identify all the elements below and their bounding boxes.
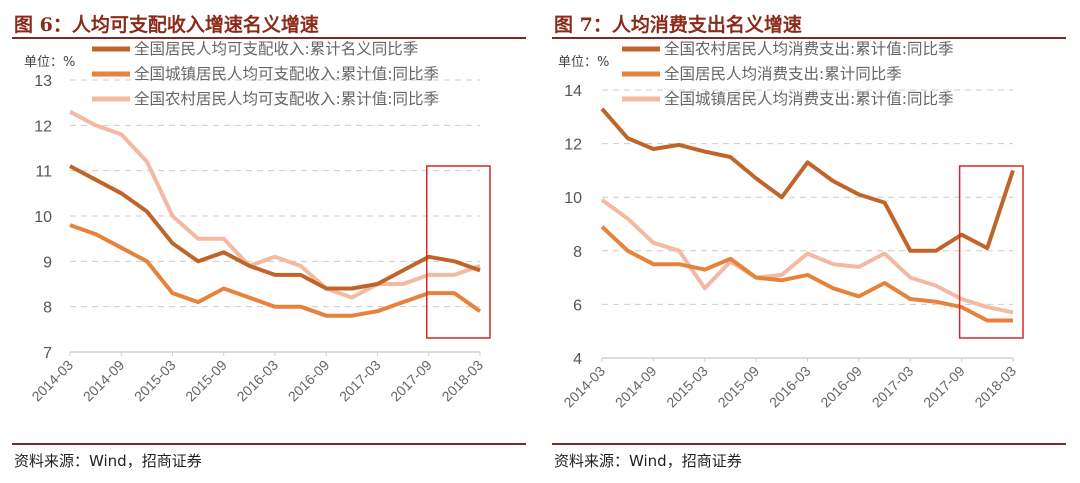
y-tick-label: 10 [34, 209, 52, 226]
unit-label: 单位：% [558, 55, 609, 70]
x-tick-label: 2015-09 [715, 363, 763, 411]
x-tick-label: 2017-09 [387, 357, 435, 405]
y-tick-label: 14 [564, 83, 582, 100]
source-rule [552, 443, 1066, 445]
y-tick-label: 9 [43, 254, 52, 271]
x-tick-label: 2016-09 [285, 357, 333, 405]
x-tick-label: 2017-03 [869, 363, 917, 411]
unit-label: 单位：% [24, 55, 75, 70]
x-tick-label: 2015-09 [182, 357, 230, 405]
x-tick-label: 2018-03 [971, 363, 1019, 411]
chart-panel-fig6: 图 6：人均可支配收入增速名义增速 单位：% 7 8 9 10 11 12 13 2014-03… [12, 14, 526, 470]
x-tick-label: 2015-03 [663, 363, 711, 411]
x-tick-label: 2017-09 [920, 363, 968, 411]
highlight-box [958, 165, 1024, 339]
x-tick-label: 2018-03 [438, 357, 486, 405]
source-note: 资料来源：Wind，招商证券 [554, 452, 742, 470]
y-tick-label: 11 [35, 164, 52, 181]
legend-label: 全国农村居民人均可支配收入:累计值:同比季 [134, 90, 439, 108]
y-tick-label: 10 [564, 190, 582, 207]
x-tick-label: 2015-03 [131, 357, 179, 405]
chart-panel-fig7: 图 7：人均消费支出名义增速 单位：% 4 6 8 10 12 14 2014-03 2014-… [540, 0, 1080, 483]
legend-label: 全国城镇居民人均消费支出:累计值:同比季 [664, 90, 953, 108]
source-note: 资料来源：Wind，招商证券 [14, 452, 202, 470]
title-rule [552, 37, 1066, 39]
legend-label: 全国农村居民人均消费支出:累计值:同比季 [664, 40, 953, 58]
x-tick-label: 2014-09 [612, 363, 660, 411]
x-tick-label: 2016-03 [233, 357, 281, 405]
chart-fig7: 单位：% 4 6 8 10 12 14 2014-03 2014-09 2015-03 2015-0… [558, 40, 1024, 411]
x-tick-label: 2014-03 [560, 363, 608, 411]
legend-label: 全国居民人均可支配收入:累计名义同比季 [134, 40, 418, 58]
y-tick-label: 8 [573, 244, 582, 261]
y-tick-label: 4 [573, 351, 582, 368]
chart-title: 图 6：人均可支配收入增速名义增速 [14, 14, 319, 36]
y-tick-label: 13 [34, 73, 52, 90]
series-line-2 [69, 223, 482, 318]
series-line-3 [600, 198, 1014, 315]
legend-label: 全国城镇居民人均可支配收入:累计值:同比季 [134, 65, 439, 83]
chart-title: 图 7：人均消费支出名义增速 [554, 14, 802, 36]
source-rule [12, 443, 526, 445]
x-tick-label: 2016-09 [817, 363, 865, 411]
y-tick-label: 7 [43, 345, 52, 362]
x-tick-label: 2017-03 [336, 357, 384, 405]
legend-label: 全国居民人均消费支出:累计同比季 [664, 65, 902, 83]
chart-fig6: 单位：% 7 8 9 10 11 12 13 2014-03 2014-09 2015-03 2015… [24, 40, 491, 405]
highlight-box [426, 165, 491, 339]
x-tick-label: 2014-03 [28, 357, 76, 405]
series-line-1 [69, 164, 481, 291]
title-rule [12, 37, 526, 39]
x-tick-label: 2014-09 [80, 357, 128, 405]
series-line-1 [600, 107, 1015, 253]
series-line-2 [600, 225, 1013, 323]
y-tick-label: 12 [564, 137, 582, 154]
y-tick-label: 12 [34, 118, 52, 135]
x-tick-label: 2016-03 [766, 363, 814, 411]
y-tick-label: 8 [43, 300, 52, 317]
series-line-3 [69, 109, 481, 300]
y-tick-label: 6 [573, 297, 582, 314]
